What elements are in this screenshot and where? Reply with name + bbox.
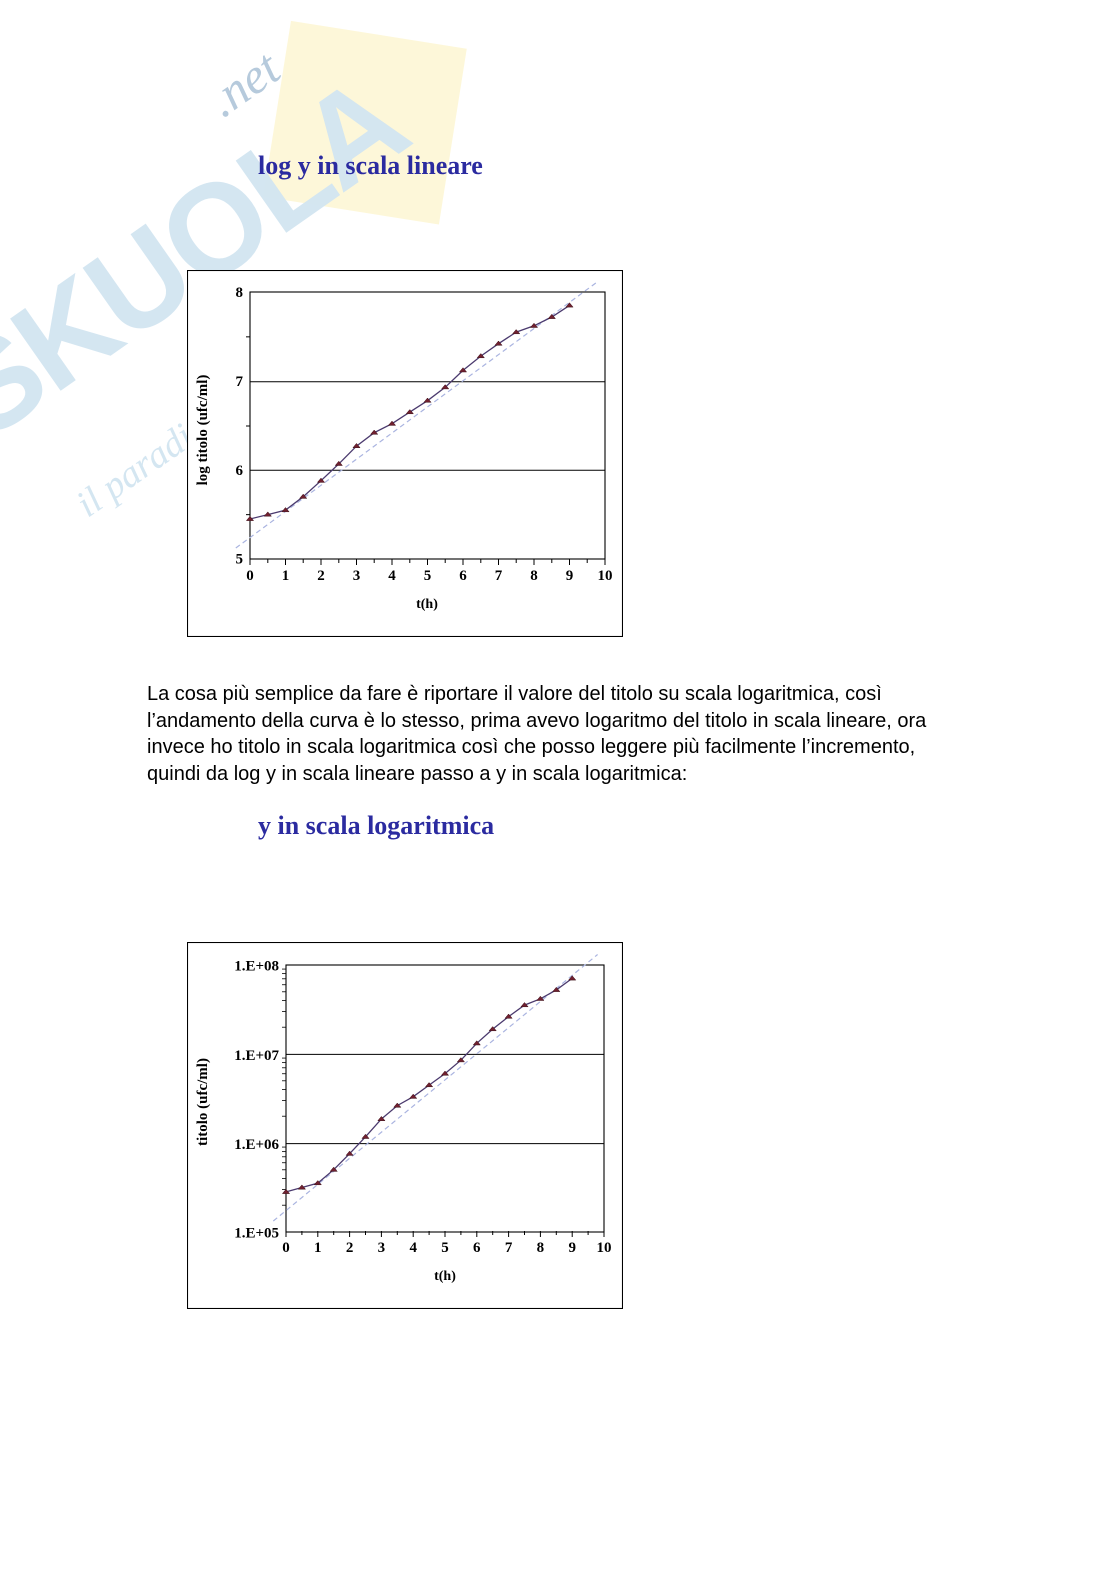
svg-text:log titolo (ufc/ml): log titolo (ufc/ml)	[195, 375, 211, 486]
svg-text:8: 8	[530, 568, 538, 584]
svg-text:5: 5	[441, 1240, 449, 1256]
svg-text:1: 1	[314, 1240, 322, 1256]
svg-text:6: 6	[236, 463, 244, 479]
svg-text:8: 8	[537, 1240, 545, 1256]
svg-text:3: 3	[353, 568, 361, 584]
svg-text:1.E+08: 1.E+08	[234, 959, 279, 975]
svg-text:5: 5	[236, 552, 244, 568]
svg-text:9: 9	[566, 568, 574, 584]
svg-text:0: 0	[282, 1240, 290, 1256]
svg-text:2: 2	[317, 568, 325, 584]
svg-text:10: 10	[598, 568, 613, 584]
svg-text:titolo (ufc/ml): titolo (ufc/ml)	[195, 1058, 211, 1146]
svg-text:6: 6	[473, 1240, 481, 1256]
svg-text:7: 7	[236, 374, 244, 390]
svg-text:6: 6	[459, 568, 467, 584]
svg-text:1: 1	[282, 568, 290, 584]
svg-text:t(h): t(h)	[416, 597, 438, 612]
svg-text:4: 4	[409, 1240, 417, 1256]
svg-text:t(h): t(h)	[434, 1269, 456, 1284]
svg-text:8: 8	[236, 285, 244, 301]
svg-text:0: 0	[246, 568, 254, 584]
svg-text:2: 2	[346, 1240, 354, 1256]
svg-text:5: 5	[424, 568, 432, 584]
svg-text:3: 3	[378, 1240, 386, 1256]
svg-text:1.E+06: 1.E+06	[234, 1137, 279, 1153]
svg-text:1.E+07: 1.E+07	[234, 1048, 279, 1064]
svg-text:1.E+05: 1.E+05	[234, 1226, 279, 1242]
svg-text:10: 10	[597, 1240, 612, 1256]
svg-text:7: 7	[495, 568, 503, 584]
svg-text:9: 9	[568, 1240, 576, 1256]
svg-text:4: 4	[388, 568, 396, 584]
svg-text:7: 7	[505, 1240, 513, 1256]
